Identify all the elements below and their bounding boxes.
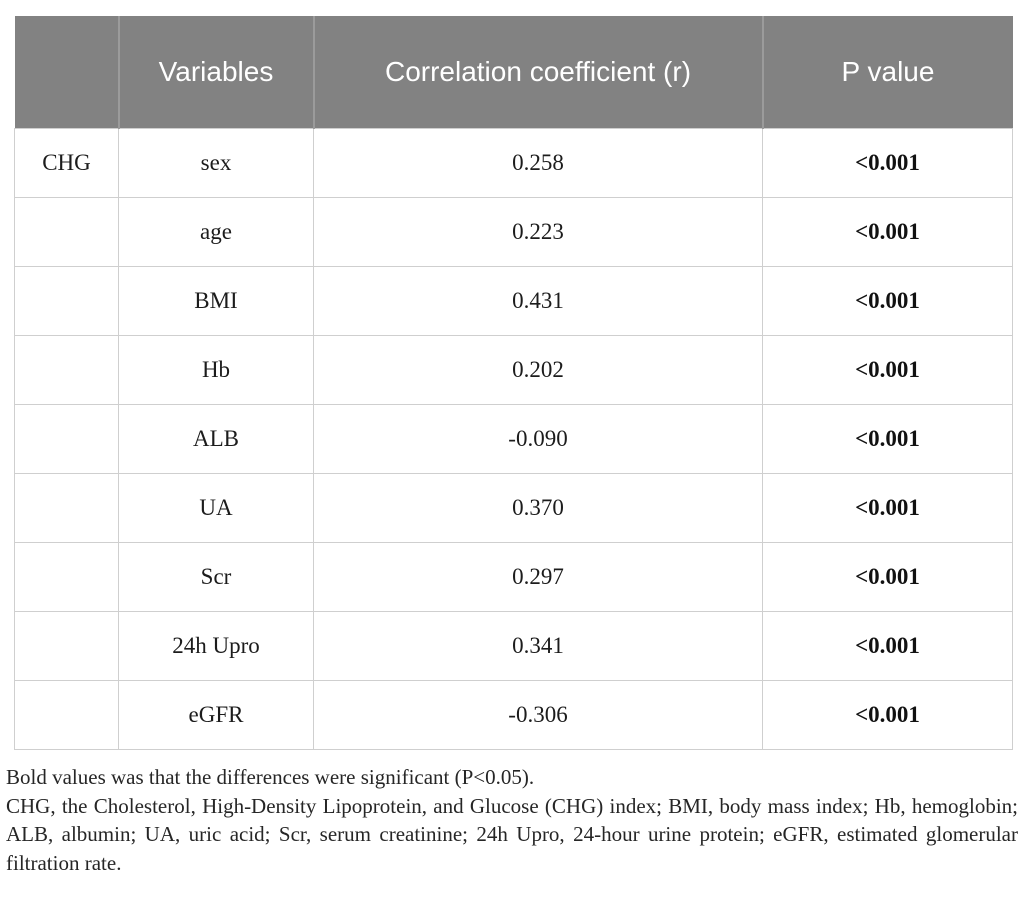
header-variables-label: Variables (158, 56, 274, 87)
p-value-cell: <0.001 (762, 404, 1013, 474)
header-cell-correlation-coefficient: Correlation coefficient (r) (312, 16, 763, 129)
table-row: Hb 0.202 <0.001 (14, 335, 1013, 405)
group-cell (14, 473, 119, 543)
group-cell (14, 404, 119, 474)
table-row: UA 0.370 <0.001 (14, 473, 1013, 543)
header-pvalue-label: P value (841, 56, 935, 87)
table-row: CHG sex 0.258 <0.001 (14, 128, 1013, 198)
table-row: Scr 0.297 <0.001 (14, 542, 1013, 612)
r-value-cell: 0.258 (313, 128, 763, 198)
table-body: CHG sex 0.258 <0.001 age 0.223 <0.001 BM… (14, 128, 1013, 750)
group-cell (14, 542, 119, 612)
footnote-abbreviations: CHG, the Cholesterol, High-Density Lipop… (6, 793, 1018, 875)
p-value-cell: <0.001 (762, 473, 1013, 543)
variable-cell: age (118, 197, 314, 267)
r-value-cell: 0.297 (313, 542, 763, 612)
p-value-cell: <0.001 (762, 197, 1013, 267)
variable-cell: ALB (118, 404, 314, 474)
variable-cell: eGFR (118, 680, 314, 750)
r-value-cell: -0.090 (313, 404, 763, 474)
variable-cell: Hb (118, 335, 314, 405)
table-footnotes: Bold values was that the differences wer… (6, 763, 1018, 877)
group-cell: CHG (14, 128, 119, 198)
r-value-cell: 0.202 (313, 335, 763, 405)
variable-cell: BMI (118, 266, 314, 336)
r-value-cell: 0.431 (313, 266, 763, 336)
variable-cell: 24h Upro (118, 611, 314, 681)
header-cell-variables: Variables (117, 16, 314, 129)
p-value-cell: <0.001 (762, 266, 1013, 336)
header-cell-group (14, 16, 119, 129)
header-cell-p-value: P value (761, 16, 1013, 129)
correlation-table: Variables Correlation coefficient (r) P … (14, 16, 1013, 750)
table-row: BMI 0.431 <0.001 (14, 266, 1013, 336)
footnote-significance: Bold values was that the differences wer… (6, 765, 535, 789)
table-row: ALB -0.090 <0.001 (14, 404, 1013, 474)
group-cell (14, 611, 119, 681)
r-value-cell: -0.306 (313, 680, 763, 750)
header-correlation-label: Correlation coefficient (r) (384, 56, 692, 87)
table-header-row: Variables Correlation coefficient (r) P … (14, 16, 1013, 129)
group-cell (14, 335, 119, 405)
p-value-cell: <0.001 (762, 611, 1013, 681)
r-value-cell: 0.223 (313, 197, 763, 267)
group-cell (14, 266, 119, 336)
table-row: eGFR -0.306 <0.001 (14, 680, 1013, 750)
p-value-cell: <0.001 (762, 680, 1013, 750)
variable-cell: Scr (118, 542, 314, 612)
p-value-cell: <0.001 (762, 335, 1013, 405)
r-value-cell: 0.341 (313, 611, 763, 681)
p-value-cell: <0.001 (762, 542, 1013, 612)
group-cell (14, 197, 119, 267)
table-row: 24h Upro 0.341 <0.001 (14, 611, 1013, 681)
variable-cell: sex (118, 128, 314, 198)
r-value-cell: 0.370 (313, 473, 763, 543)
table-row: age 0.223 <0.001 (14, 197, 1013, 267)
p-value-cell: <0.001 (762, 128, 1013, 198)
variable-cell: UA (118, 473, 314, 543)
group-cell (14, 680, 119, 750)
